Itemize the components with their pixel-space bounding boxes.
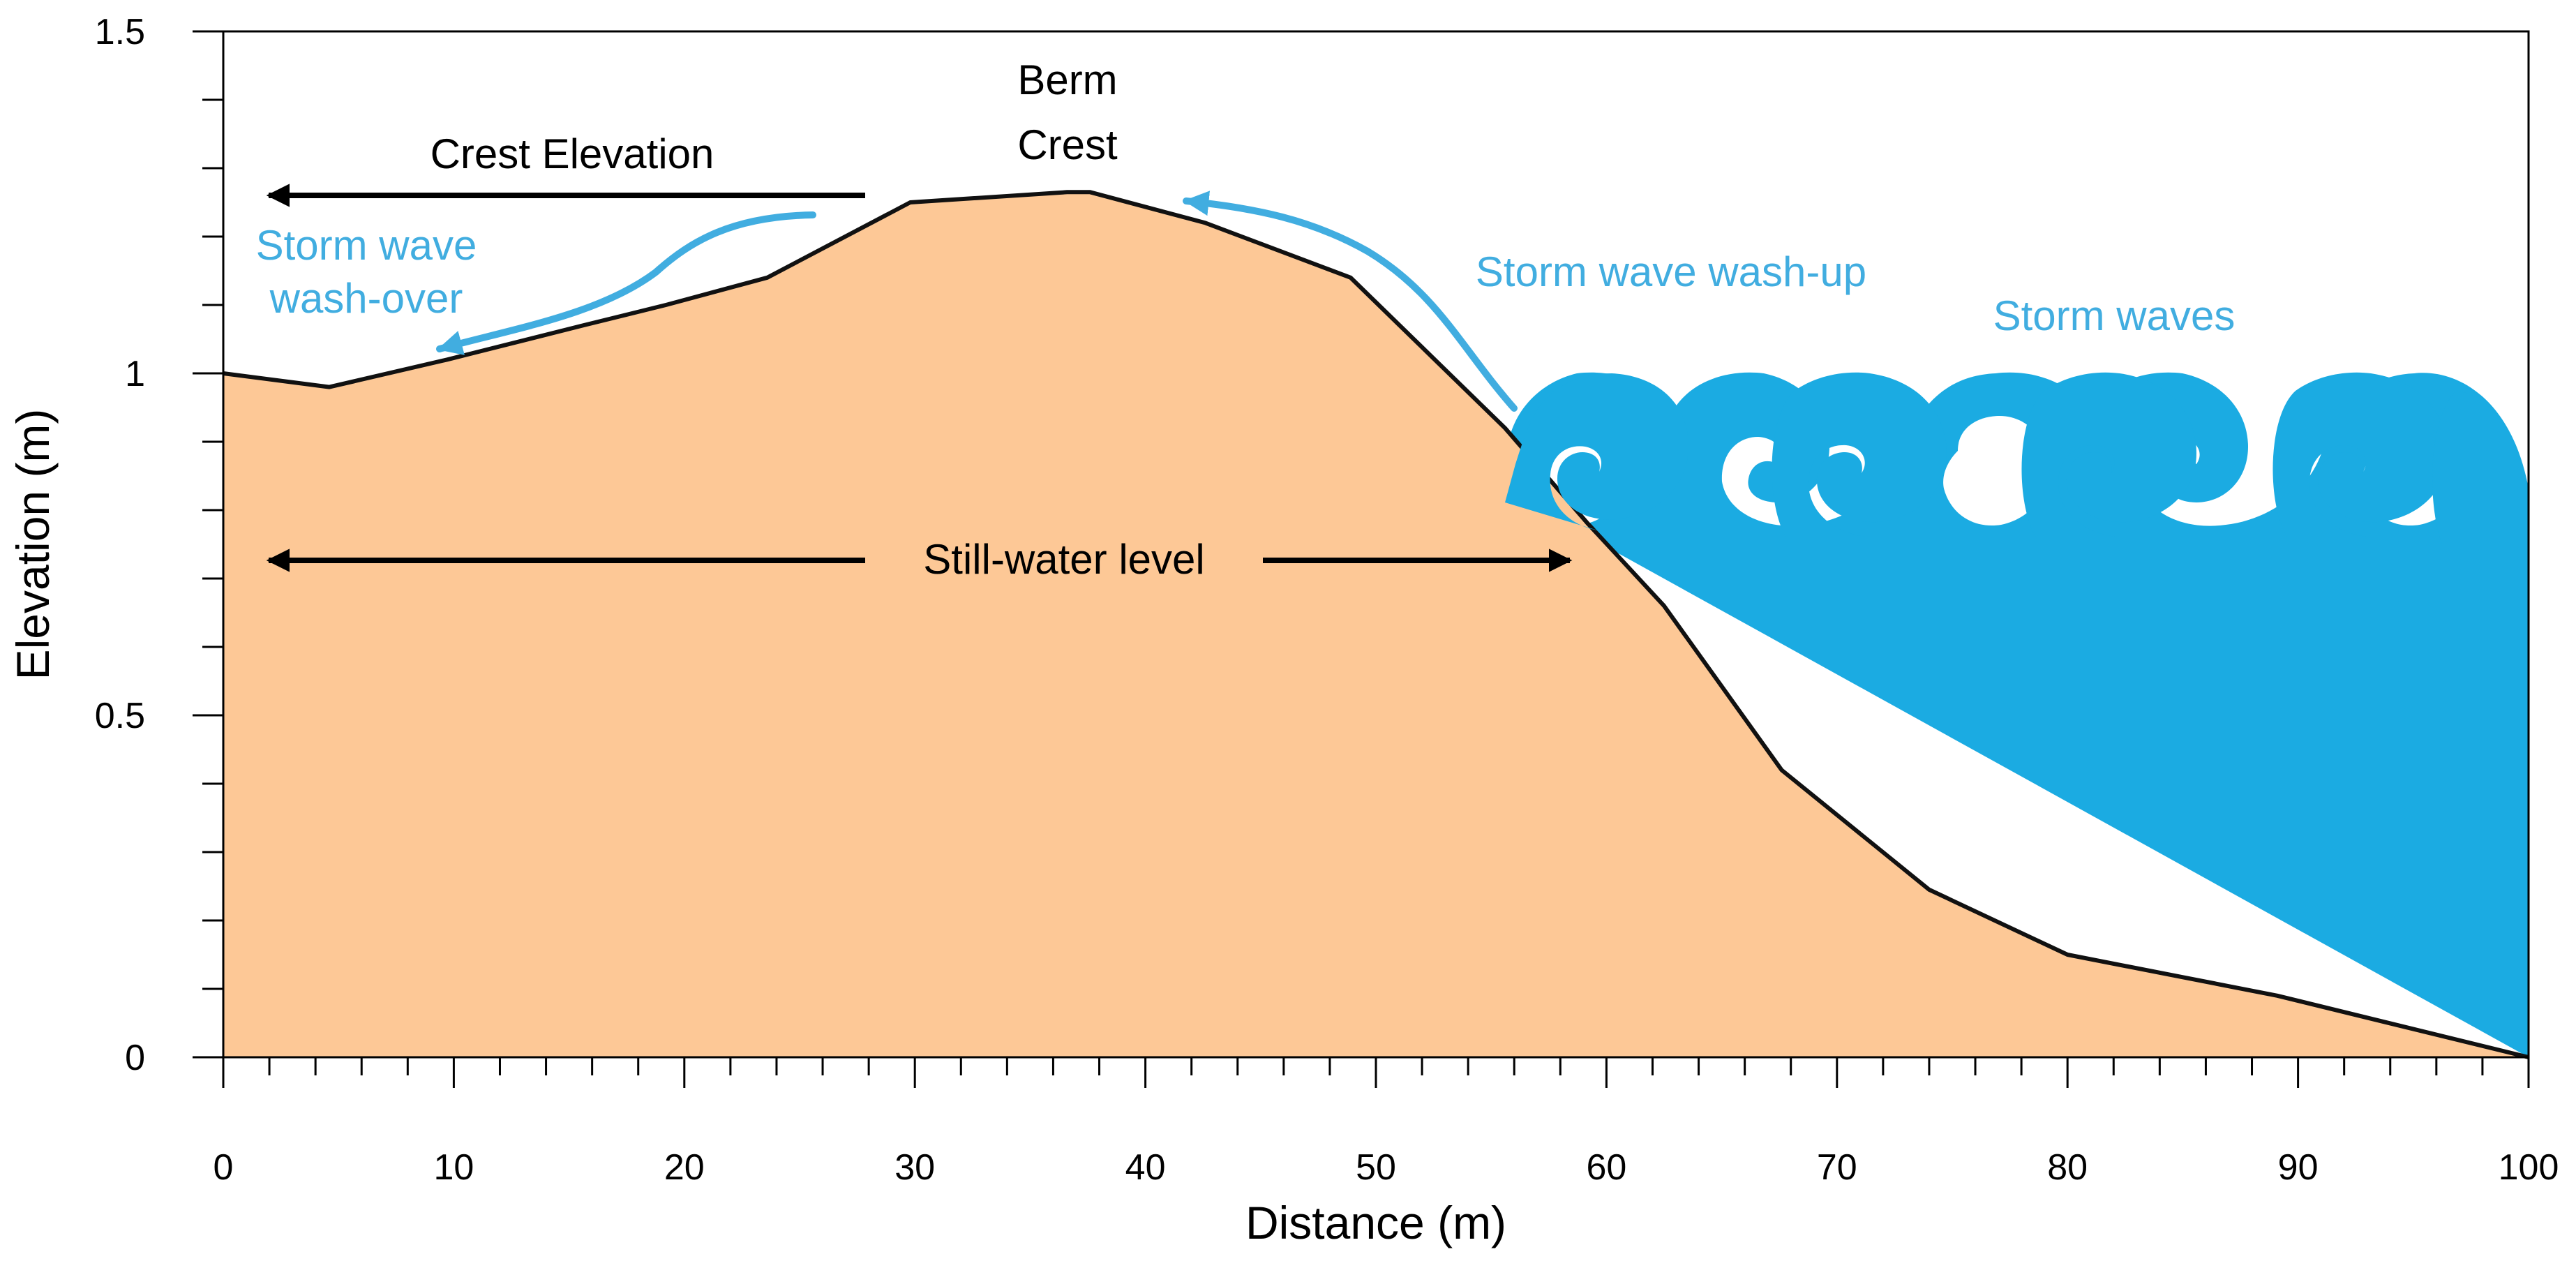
- profile-line: [223, 190, 2529, 1059]
- storm-waves-graphic: [1505, 372, 2529, 544]
- storm-wave-washover-label-line1: Storm wave: [256, 222, 477, 269]
- wave-crest-1: [1505, 373, 1688, 530]
- still-water-level-label: Still-water level: [923, 536, 1204, 583]
- storm-waves-label: Storm waves: [1993, 292, 2236, 339]
- x-axis-ticks: 0 10 20 30 40 50 60 70 80 90 100: [214, 1057, 2559, 1188]
- storm-wave-washover-label-line2: wash-over: [269, 275, 463, 322]
- x-tick-label: 70: [1817, 1147, 1857, 1188]
- wave-curl-2: [1943, 416, 2049, 526]
- x-tick-label: 80: [2047, 1147, 2088, 1188]
- y-tick-label: 1: [125, 354, 145, 394]
- wave-trailing-edge: [2432, 391, 2529, 544]
- wave-crest-4: [2272, 372, 2448, 537]
- storm-wave-washup-arrow: [1183, 191, 1518, 412]
- y-tick-label: 0.5: [95, 696, 145, 736]
- x-tick-label: 0: [214, 1147, 234, 1188]
- wave-crest-3: [2021, 372, 2196, 537]
- storm-wave-washup-label: Storm wave wash-up: [1476, 248, 1866, 295]
- x-tick-label: 90: [2278, 1147, 2319, 1188]
- y-tick-label: 1.5: [95, 12, 145, 52]
- x-tick-label: 40: [1125, 1147, 1166, 1188]
- berm-crest-label-line1: Berm: [1017, 57, 1117, 103]
- beach-profile-area: [223, 190, 2529, 1059]
- x-tick-label: 10: [433, 1147, 474, 1188]
- x-tick-label: 30: [894, 1147, 935, 1188]
- x-tick-label: 20: [664, 1147, 705, 1188]
- y-tick-label: 0: [125, 1038, 145, 1078]
- wave-crest-2: [1772, 372, 1947, 537]
- y-axis-ticks: 0 0.5 1 1.5: [95, 12, 223, 1078]
- x-tick-label: 50: [1356, 1147, 1396, 1188]
- y-axis-title: Elevation (m): [7, 409, 59, 680]
- x-tick-label: 100: [2499, 1147, 2559, 1188]
- storm-wave-washover-arrow: [436, 211, 816, 355]
- storm-water-area: [1505, 372, 2529, 1057]
- x-tick-label: 60: [1586, 1147, 1626, 1188]
- x-axis-title: Distance (m): [1245, 1197, 1506, 1248]
- sand-area: [223, 192, 2529, 1057]
- crest-elevation-label: Crest Elevation: [430, 130, 714, 177]
- berm-crest-label-line2: Crest: [1017, 121, 1118, 168]
